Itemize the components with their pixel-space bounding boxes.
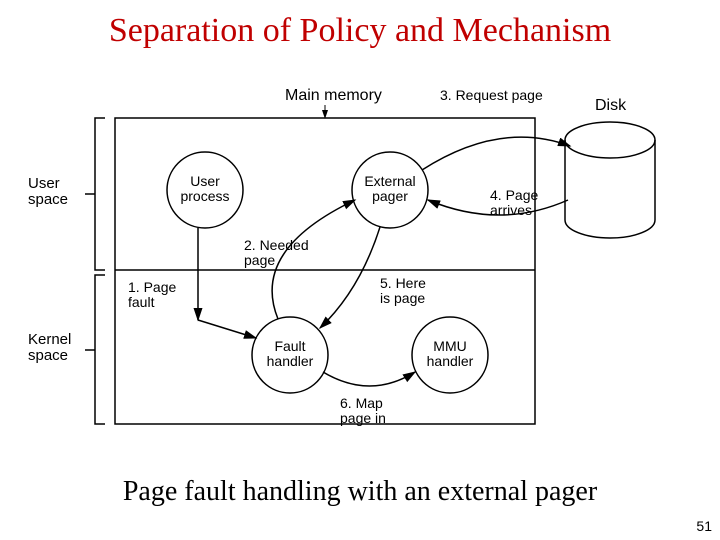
edge-5 (320, 227, 380, 328)
slide-title: Separation of Policy and Mechanism (0, 12, 720, 50)
svg-text:MMUhandler: MMUhandler (427, 338, 474, 369)
diagram-svg: Main memory Userspace Kernelspace Disk U… (20, 70, 700, 460)
kernel-space-bracket (85, 275, 105, 424)
user-space-bracket (85, 118, 105, 270)
edge-3 (422, 137, 570, 170)
disk-node: Disk (565, 97, 655, 238)
main-memory-label: Main memory (285, 87, 382, 104)
page-number: 51 (696, 518, 712, 534)
edge-3-label: 3. Request page (440, 87, 543, 103)
edge-5-label: 5. Hereis page (380, 275, 426, 306)
disk-label: Disk (595, 97, 627, 114)
external-pager-node: Externalpager (352, 152, 428, 228)
edge-2-label: 2. Neededpage (244, 237, 309, 268)
edge-2 (272, 200, 355, 319)
kernel-space-label: Kernelspace (28, 331, 71, 364)
edge-6 (323, 372, 415, 386)
slide-caption: Page fault handling with an external pag… (0, 476, 720, 508)
edge-6-label: 6. Mappage in (340, 395, 386, 426)
edge-1-label: 1. Pagefault (128, 279, 176, 310)
mmu-handler-node: MMUhandler (412, 317, 488, 393)
user-process-node: Userprocess (167, 152, 243, 228)
fault-handler-node: Faulthandler (252, 317, 328, 393)
edge-4-label: 4. Pagearrives (490, 187, 538, 218)
user-space-label: Userspace (28, 175, 68, 208)
